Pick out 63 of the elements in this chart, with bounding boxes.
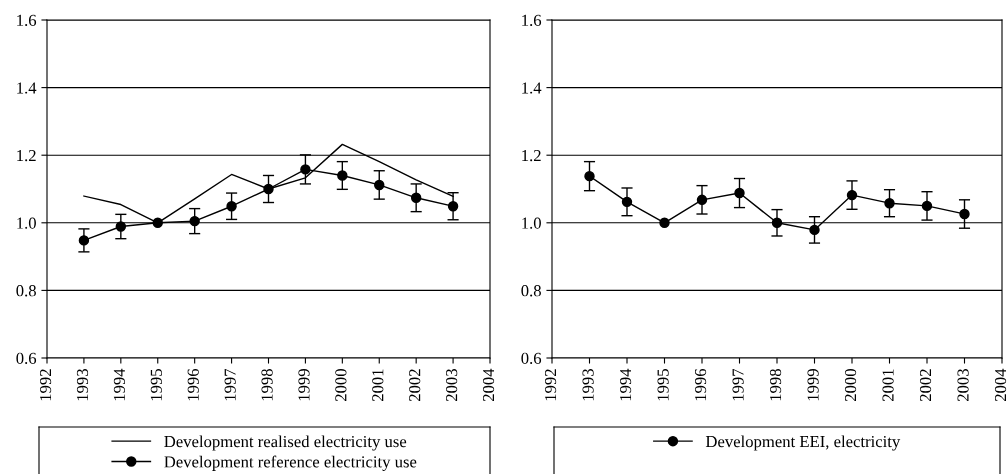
y-tick-label: 1.4 [522, 82, 542, 94]
point [659, 217, 670, 229]
legend-label: Development EEI, electricity [705, 435, 901, 451]
x-tick-label: 2004 [482, 368, 495, 402]
x-tick-label: 1999 [298, 369, 310, 401]
x-tick-label: 1996 [187, 368, 199, 401]
point [621, 196, 633, 208]
x-tick-label: 2001 [882, 369, 894, 402]
x-tick-label: 1994 [113, 368, 126, 401]
x-tick-label: 1997 [224, 368, 236, 401]
x-tick-label: 1994 [619, 368, 632, 401]
y-tick-label: 1.0 [17, 217, 36, 229]
point [584, 170, 595, 182]
y-tick-label: 1.2 [17, 149, 36, 162]
x-tick-label: 2001 [372, 369, 384, 402]
y-tick-label: 0.8 [521, 285, 541, 297]
x-tick-label: 1992 [544, 369, 557, 401]
x-tick-label: 1998 [261, 369, 273, 401]
point [152, 217, 163, 229]
x-tick-label: 1996 [694, 368, 707, 401]
point [884, 197, 895, 209]
point [809, 224, 820, 236]
point [921, 200, 933, 212]
point [771, 217, 783, 229]
x-tick-label: 2000 [844, 369, 857, 402]
point [263, 183, 274, 195]
y-tick-label: 1.4 [17, 82, 37, 94]
point [959, 208, 970, 220]
x-tick-label: 1995 [150, 369, 162, 401]
x-tick-label: 1997 [732, 368, 744, 401]
x-tick-label: 1993 [582, 369, 594, 401]
point [226, 201, 237, 212]
x-tick-label: 2003 [957, 369, 969, 402]
x-tick-label: 2002 [919, 369, 932, 402]
legend-label: Development reference electricity use [164, 455, 417, 471]
y-tick-label: 1.2 [522, 149, 541, 162]
point [734, 187, 745, 199]
y-tick-label: 1.0 [522, 217, 541, 229]
point [78, 235, 90, 246]
y-tick-label: 0.6 [521, 352, 542, 365]
x-tick-label: 1995 [657, 369, 669, 401]
x-tick-label: 2000 [335, 369, 347, 402]
point [300, 164, 311, 175]
point [337, 170, 348, 181]
y-tick-label: 1.6 [522, 14, 542, 27]
legend-label: Development realised electricity use [164, 435, 407, 451]
point [696, 194, 708, 206]
point [846, 189, 858, 201]
x-tick-label: 1999 [807, 369, 819, 401]
point [374, 179, 385, 191]
x-tick-label: 2003 [446, 369, 458, 402]
x-tick-label: 2002 [409, 369, 421, 402]
point [115, 221, 127, 232]
point [410, 192, 422, 203]
x-tick-label: 1993 [76, 369, 89, 401]
y-tick-label: 1.6 [17, 14, 37, 27]
x-tick-label: 1992 [39, 369, 52, 401]
y-tick-label: 0.6 [16, 352, 37, 365]
y-tick-label: 0.8 [16, 285, 36, 297]
point [447, 201, 459, 212]
point [189, 215, 200, 227]
x-tick-label: 2004 [994, 368, 1007, 402]
x-tick-label: 1998 [769, 369, 782, 401]
